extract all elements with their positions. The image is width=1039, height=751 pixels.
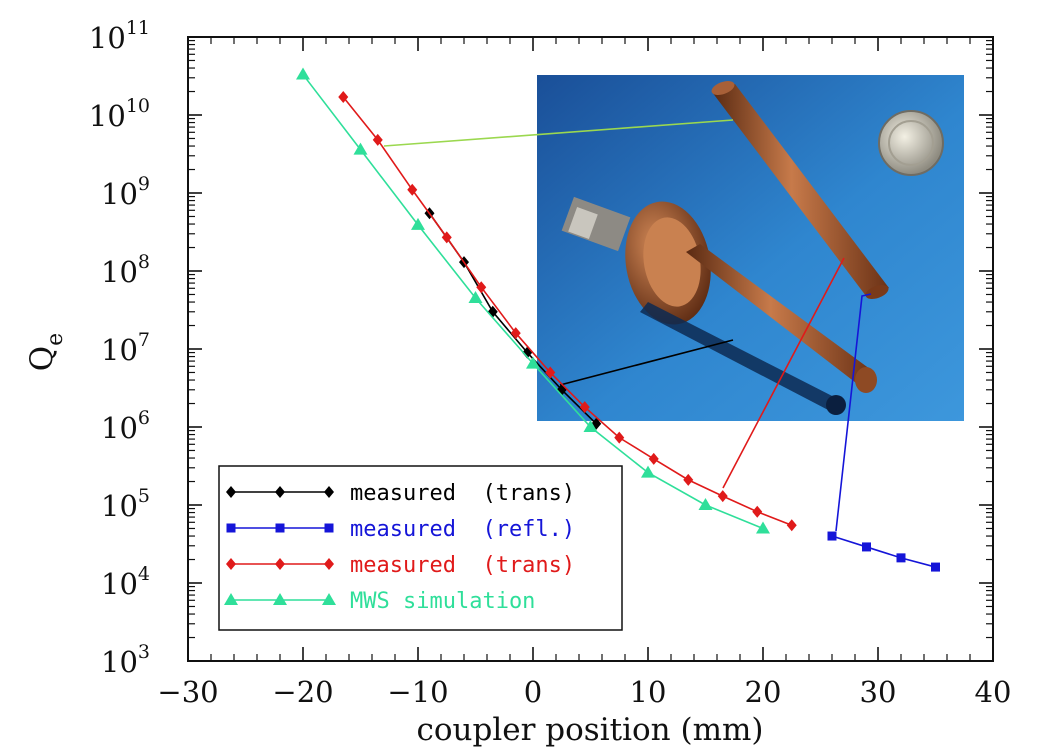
legend-label: measured (refl.) [350, 517, 575, 542]
y-tick-label: 104 [101, 563, 150, 601]
y-tick-label: 108 [101, 251, 150, 289]
legend-marker [275, 558, 285, 570]
x-tick-label: 0 [524, 675, 542, 709]
x-tick-label: 40 [975, 675, 1012, 709]
data-point [752, 505, 763, 518]
legend-label: measured (trans) [350, 481, 575, 506]
data-point [786, 519, 797, 532]
legend-marker [226, 523, 236, 533]
data-point [862, 542, 871, 552]
legend-marker [226, 486, 236, 498]
legend-entry: MWS simulation [224, 589, 535, 614]
data-point [827, 531, 837, 541]
legend-marker [324, 486, 334, 498]
data-point [510, 327, 521, 340]
data-point [407, 183, 418, 196]
coupler-antenna-photo-icon [561, 81, 944, 415]
leader-line-red [722, 257, 845, 489]
y-axis-title-subscript: e [43, 333, 68, 346]
data-point [441, 231, 452, 244]
x-tick-label: 20 [745, 675, 782, 709]
legend-entry: measured (trans) [226, 553, 575, 578]
y-tick-label: 109 [101, 173, 150, 211]
x-tick-label: 10 [630, 675, 667, 709]
legend-marker [324, 523, 334, 533]
x-tick-label: 30 [860, 675, 897, 709]
legend-marker [275, 486, 285, 498]
data-point [648, 452, 659, 465]
legend-entry: measured (trans) [226, 481, 575, 506]
series-layer [296, 67, 940, 572]
legend-box [218, 465, 623, 631]
y-tick-label: 106 [101, 407, 150, 445]
data-point [931, 562, 940, 572]
svg-text:Qe: Qe [24, 333, 68, 371]
y-tick-label: 1010 [89, 95, 150, 133]
legend-label: measured (trans) [350, 553, 575, 578]
data-point [698, 498, 713, 510]
data-point [583, 420, 598, 432]
legend-marker [322, 593, 336, 605]
y-axis: 103 104 105 106 107 108 109 1010 1011 [89, 17, 993, 679]
series-line [342, 96, 793, 526]
y-tick-label: 105 [101, 485, 150, 523]
data-point [338, 91, 349, 104]
series-1 [827, 531, 940, 572]
legend-marker [324, 558, 334, 570]
y-tick-label: 1011 [89, 17, 150, 55]
data-point [545, 366, 556, 379]
leader-line-blue [835, 293, 872, 532]
x-axis-title: coupler position (mm) [417, 712, 764, 748]
legend-entry: measured (refl.) [226, 517, 575, 542]
data-point [641, 465, 655, 478]
legend: measured (trans) measured (refl.) measured… [218, 465, 623, 631]
legend-marker [224, 593, 238, 605]
x-tick-label: −10 [387, 675, 448, 709]
data-point [353, 142, 368, 155]
y-axis-title-main: Q [24, 346, 60, 371]
y-axis-title: Qe [24, 333, 68, 371]
legend-marker [275, 523, 285, 533]
data-point [579, 401, 590, 414]
x-tick-label: −30 [157, 675, 218, 709]
series-2 [338, 91, 797, 532]
data-point [468, 291, 483, 304]
legend-label: MWS simulation [350, 589, 535, 614]
inset-photo [537, 75, 964, 421]
data-point [683, 473, 694, 486]
legend-entries: measured (trans) measured (refl.) measured… [224, 481, 575, 614]
legend-marker [273, 593, 287, 605]
y-tick-label: 103 [101, 641, 150, 679]
data-point [717, 490, 728, 503]
data-point [614, 431, 625, 444]
data-point [896, 553, 906, 563]
series-line [831, 535, 936, 568]
leader-line-green [383, 119, 734, 147]
data-point [476, 281, 487, 294]
leader-line-black [559, 339, 734, 386]
y-tick-label: 107 [101, 329, 150, 367]
data-point [411, 217, 425, 230]
data-point [526, 356, 540, 369]
data-point [296, 67, 310, 80]
data-point [756, 521, 770, 534]
series-3 [296, 67, 770, 534]
x-tick-label: −20 [272, 675, 333, 709]
data-point [372, 133, 383, 146]
legend-marker [226, 558, 236, 570]
